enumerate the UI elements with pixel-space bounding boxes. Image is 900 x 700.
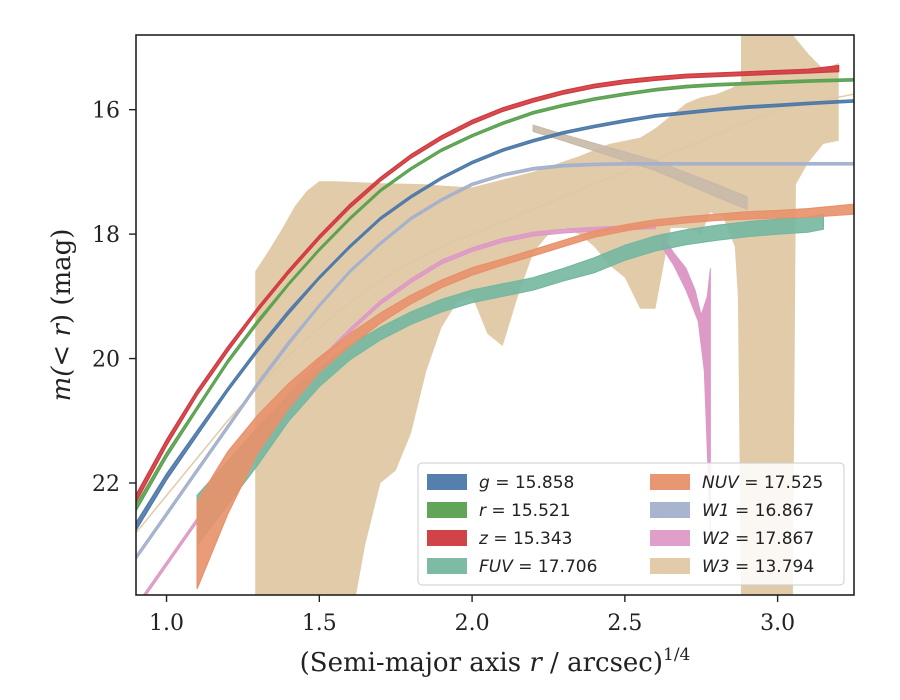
legend-swatch-r: [427, 502, 467, 518]
y-tick-label: 18: [92, 223, 120, 248]
legend-swatch-g: [427, 474, 467, 490]
legend-label-z: z = 15.343: [478, 529, 572, 549]
y-axis: 16 18 20 22: [92, 99, 136, 497]
legend-swatch-nuv: [650, 474, 690, 490]
x-tick-label: 2.5: [607, 611, 642, 636]
x-tick-label: 3.0: [760, 611, 795, 636]
legend-label-fuv: FUV = 17.706: [479, 557, 597, 577]
legend-label-w2: W2 = 17.867: [702, 529, 814, 549]
legend-swatch-w1: [650, 502, 690, 518]
series-fuv-band: [196, 213, 824, 547]
x-tick-label: 2.0: [455, 611, 490, 636]
legend-label-r: r = 15.521: [479, 501, 571, 521]
y-tick-label: 16: [92, 99, 120, 124]
series-w1-offset-band: [532, 124, 748, 211]
plot-area: [136, 35, 854, 595]
series-nuv-band: [196, 203, 854, 590]
x-tick-label: 1.0: [149, 611, 184, 636]
series-w1-band: [136, 162, 854, 561]
y-tick-label: 20: [92, 348, 120, 373]
x-axis-title: (Semi-major axis r / arcsec)1/4: [300, 645, 691, 678]
legend-swatch-w2: [650, 530, 690, 546]
series-w2-drop: [661, 232, 711, 533]
legend-swatch-fuv: [427, 558, 467, 574]
y-axis-title: m(< r) (mag): [47, 229, 77, 402]
x-tick-label: 1.5: [302, 611, 337, 636]
series-z-band: [136, 64, 840, 503]
series-r-band: [136, 77, 854, 513]
legend: g = 15.858 r = 15.521 z = 15.343 FUV = 17.7…: [417, 462, 845, 586]
legend-label-w1: W1 = 16.867: [702, 501, 814, 521]
series-g-band: [136, 99, 854, 532]
legend-label-nuv: NUV = 17.525: [702, 473, 823, 493]
y-tick-label: 22: [92, 472, 120, 497]
plot-frame: [135, 34, 855, 596]
legend-label-g: g = 15.858: [479, 473, 574, 493]
legend-box: [417, 462, 845, 586]
legend-swatch-z: [427, 530, 467, 546]
legend-swatch-w3: [650, 558, 690, 574]
x-axis: 1.0 1.5 2.0 2.5 3.0: [149, 595, 795, 636]
legend-label-w3: W3 = 13.794: [702, 557, 814, 577]
